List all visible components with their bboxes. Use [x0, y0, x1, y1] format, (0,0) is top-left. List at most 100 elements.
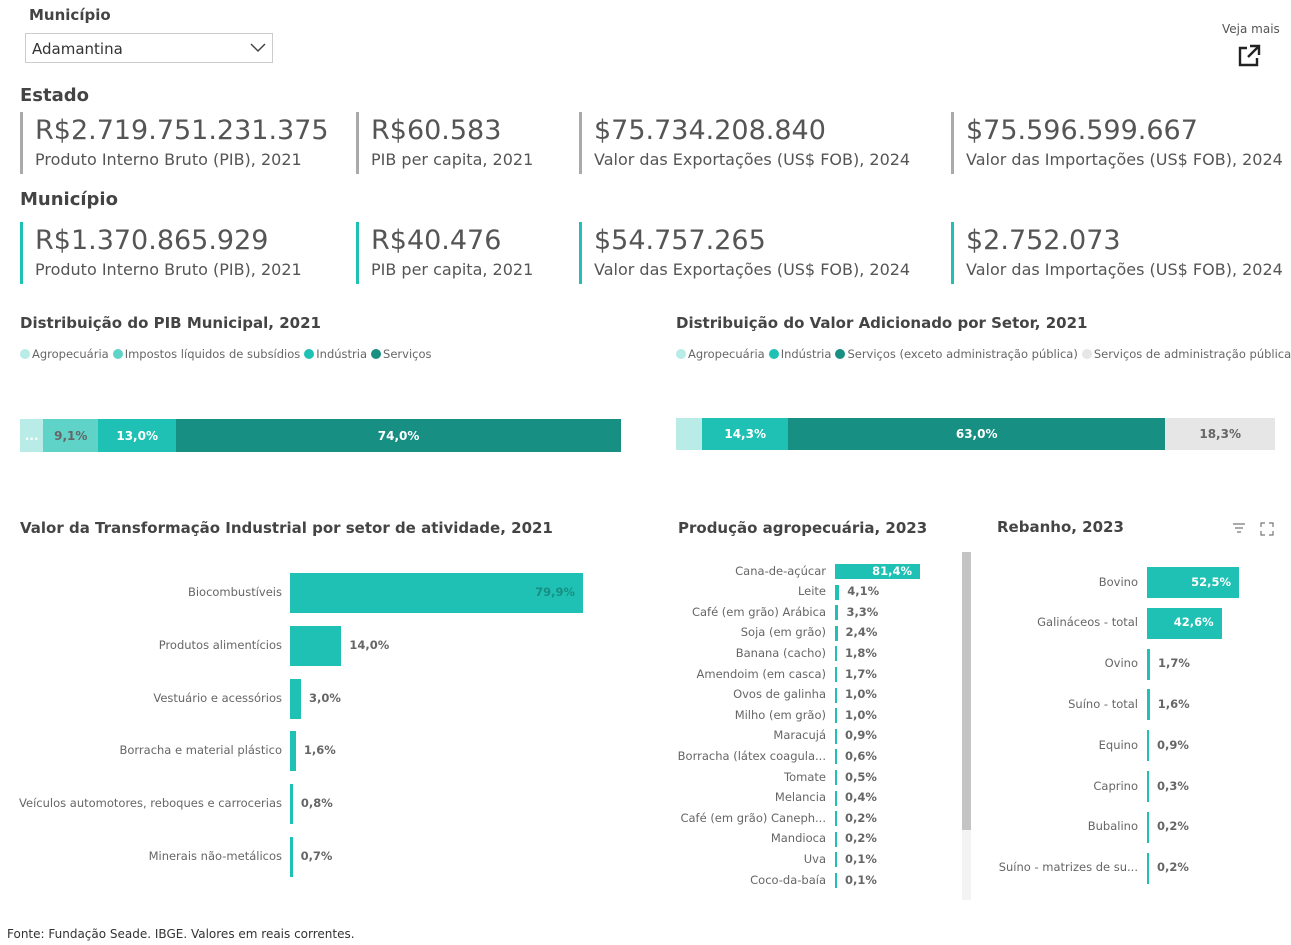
focus-mode-icon[interactable] — [1260, 522, 1274, 536]
data-label: 1,7% — [845, 666, 877, 681]
scrollbar-track[interactable] — [962, 552, 971, 900]
category-label: Melancia — [774, 790, 826, 805]
stacked-segment[interactable]: 14,3% — [702, 418, 788, 450]
legend-label: Serviços — [383, 347, 432, 361]
category-label: Borracha (látex coagula... — [677, 748, 826, 763]
kpi-label: Produto Interno Bruto (PIB), 2021 — [35, 260, 302, 279]
bar[interactable] — [835, 605, 839, 621]
bar[interactable] — [290, 837, 293, 877]
legend-item[interactable]: Serviços — [371, 347, 432, 361]
bar[interactable] — [1147, 567, 1239, 598]
legend-item[interactable]: Agropecuária — [676, 347, 765, 361]
legend-label: Indústria — [780, 347, 832, 361]
legend-item[interactable]: Impostos líquidos de subsídios — [112, 347, 301, 361]
bar[interactable] — [835, 790, 837, 806]
legend-dot-icon — [676, 349, 686, 359]
municipio-dropdown[interactable]: Adamantina — [25, 33, 273, 63]
bar[interactable] — [835, 625, 838, 641]
legend-item[interactable]: Indústria — [304, 347, 367, 361]
bar[interactable] — [835, 749, 837, 765]
data-label: 0,6% — [845, 748, 877, 763]
bar[interactable] — [1147, 689, 1150, 721]
kpi-card: $54.757.265 Valor das Exportações (US$ FO… — [579, 222, 910, 284]
category-label: Cana-de-açúcar — [735, 563, 826, 578]
data-label: 0,3% — [1157, 778, 1189, 793]
legend-dot-icon — [768, 349, 779, 359]
bar[interactable] — [835, 708, 837, 724]
kpi-card: $2.752.073 Valor das Importações (US$ FOB… — [951, 222, 1283, 284]
legend-item[interactable]: Serviços de administração pública — [1081, 347, 1291, 361]
data-label: 0,9% — [845, 728, 877, 743]
legend-dot-icon — [112, 349, 123, 359]
chart-title: Valor da Transformação Industrial por se… — [20, 519, 553, 537]
legend-dot-icon — [371, 349, 382, 359]
bar[interactable] — [835, 687, 837, 703]
bar[interactable] — [1147, 852, 1149, 884]
bar[interactable] — [835, 811, 837, 827]
stacked-segment[interactable]: 9,1% — [43, 419, 99, 452]
scrollbar-thumb[interactable] — [962, 552, 971, 830]
data-label: 1,0% — [845, 707, 877, 722]
stacked-segment[interactable]: 13,0% — [98, 419, 177, 452]
bar[interactable] — [290, 678, 301, 719]
veja-mais-link[interactable]: Veja mais — [1222, 22, 1280, 36]
category-label: Bovino — [1098, 574, 1138, 589]
category-label: Caprino — [1093, 778, 1138, 793]
bar[interactable] — [290, 573, 583, 613]
chevron-down-icon — [250, 43, 266, 53]
stacked-segment[interactable]: ... — [20, 419, 44, 452]
category-label: Bubalino — [1087, 819, 1138, 834]
kpi-label: Valor das Exportações (US$ FOB), 2024 — [594, 150, 911, 169]
data-label: 81,4% — [872, 563, 912, 578]
data-label: 79,9% — [535, 585, 575, 599]
data-label: 4,1% — [847, 584, 880, 599]
legend-dot-icon — [20, 349, 30, 359]
filter-icon[interactable] — [1232, 522, 1246, 534]
stacked-segment[interactable]: 18,3% — [1165, 418, 1275, 450]
category-label: Maracujá — [773, 728, 826, 743]
external-link-icon[interactable] — [1237, 44, 1261, 68]
bar[interactable] — [835, 873, 837, 888]
stacked-segment[interactable] — [676, 418, 703, 450]
bar[interactable] — [835, 831, 837, 847]
bar[interactable] — [1147, 607, 1222, 639]
bar[interactable] — [835, 667, 837, 682]
bar[interactable] — [835, 564, 920, 579]
bar[interactable] — [1147, 771, 1149, 802]
bar[interactable] — [1147, 648, 1150, 680]
municipio-heading: Município — [20, 189, 118, 210]
category-label: Veículos automotores, reboques e carroce… — [19, 796, 282, 811]
bar[interactable] — [835, 852, 837, 868]
bar[interactable] — [835, 646, 837, 662]
bar[interactable] — [835, 770, 837, 785]
bar[interactable] — [1147, 730, 1149, 762]
category-label: Biocombustíveis — [187, 585, 282, 599]
legend-item[interactable]: Serviços (exceto administração pública) — [835, 347, 1078, 361]
data-label: 42,6% — [1173, 615, 1214, 630]
bar[interactable] — [835, 728, 837, 744]
data-label: 1,8% — [845, 645, 877, 660]
legend-label: Impostos líquidos de subsídios — [124, 347, 301, 361]
bar[interactable] — [290, 625, 342, 666]
data-label: 1,6% — [1157, 696, 1190, 711]
kpi-card: R$40.476 PIB per capita, 2021 — [356, 222, 533, 284]
kpi-card: $75.596.599.667 Valor das Importações (US… — [951, 112, 1283, 174]
chart-title: Rebanho, 2023 — [997, 518, 1124, 536]
category-label: Borracha e material plástico — [119, 743, 282, 758]
stacked-segment[interactable]: 63,0% — [788, 418, 1166, 450]
legend-item[interactable]: Agropecuária — [20, 347, 109, 361]
estado-heading: Estado — [20, 85, 90, 106]
kpi-card: $75.734.208.840 Valor das Exportações (US… — [579, 112, 910, 174]
stacked-segment[interactable]: 74,0% — [176, 419, 621, 452]
kpi-label: PIB per capita, 2021 — [371, 150, 534, 169]
bar[interactable] — [290, 784, 293, 825]
bar[interactable] — [290, 731, 296, 772]
data-label: 0,1% — [845, 851, 877, 866]
data-label: 0,8% — [300, 796, 333, 811]
filter-label: Município — [29, 6, 111, 24]
data-label: 2,4% — [845, 625, 878, 640]
bar[interactable] — [835, 584, 840, 600]
legend-item[interactable]: Indústria — [768, 347, 832, 361]
bar[interactable] — [1147, 811, 1149, 843]
kpi-card: R$60.583 PIB per capita, 2021 — [356, 112, 533, 174]
